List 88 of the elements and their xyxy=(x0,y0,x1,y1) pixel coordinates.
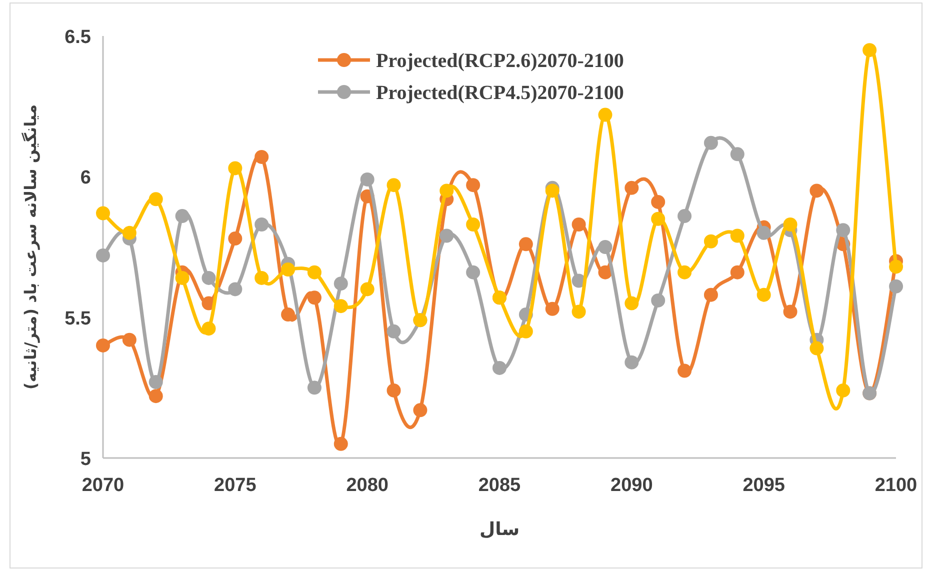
point xyxy=(862,43,877,58)
point xyxy=(228,161,242,176)
point xyxy=(307,290,322,305)
point xyxy=(386,324,401,338)
point xyxy=(202,322,216,336)
point xyxy=(836,223,850,238)
point xyxy=(281,308,296,322)
legend-label: Projected(RCP4.5)2070-2100 xyxy=(376,82,624,104)
point xyxy=(598,240,612,254)
x-tick-label: 2075 xyxy=(214,475,257,496)
point xyxy=(360,282,374,296)
point xyxy=(572,304,586,319)
point xyxy=(678,364,692,378)
point xyxy=(678,209,692,224)
point xyxy=(545,184,560,198)
point xyxy=(148,389,163,404)
point xyxy=(254,217,269,232)
point xyxy=(307,265,322,280)
point xyxy=(783,217,798,232)
point xyxy=(704,136,718,150)
point xyxy=(148,192,163,206)
point xyxy=(651,293,666,308)
point xyxy=(678,265,692,280)
point xyxy=(783,304,798,319)
point xyxy=(440,184,454,198)
point xyxy=(228,232,242,246)
point xyxy=(810,184,824,198)
point xyxy=(624,296,639,310)
point xyxy=(492,360,506,375)
point xyxy=(466,217,480,232)
point xyxy=(334,276,348,291)
point xyxy=(651,212,666,226)
y-axis-title: میانگین سالانه سرعت باد (متر/ثانیه) xyxy=(21,104,40,390)
x-tick-label: 2080 xyxy=(346,475,388,496)
point xyxy=(730,265,744,280)
point xyxy=(96,338,110,352)
point xyxy=(518,237,533,252)
point xyxy=(466,178,480,192)
legend-label: Projected(RCP2.6)2070-2100 xyxy=(376,50,624,72)
point xyxy=(360,172,374,186)
point xyxy=(518,324,533,338)
y-tick-label: 6 xyxy=(80,168,91,189)
point xyxy=(598,265,612,280)
point xyxy=(254,270,269,285)
point xyxy=(730,147,744,162)
point xyxy=(386,178,401,192)
point xyxy=(386,383,401,398)
point xyxy=(756,288,771,302)
point xyxy=(624,180,639,195)
point xyxy=(307,380,322,395)
point xyxy=(624,355,639,370)
point xyxy=(148,375,163,390)
point xyxy=(281,262,296,277)
y-tick-label: 6.5 xyxy=(64,27,92,48)
y-tick-label: 5.5 xyxy=(64,308,92,330)
x-axis-title: سال xyxy=(479,519,520,540)
point xyxy=(756,226,771,240)
x-tick-label: 2085 xyxy=(478,475,522,496)
point xyxy=(730,228,744,243)
point xyxy=(651,194,666,209)
point xyxy=(175,270,190,285)
x-tick-label: 2095 xyxy=(742,475,786,496)
point xyxy=(889,260,903,274)
x-tick-label: 2100 xyxy=(874,475,918,496)
point xyxy=(545,302,560,316)
point xyxy=(440,228,454,243)
point xyxy=(704,288,718,302)
point xyxy=(96,248,110,262)
point xyxy=(836,383,850,398)
point xyxy=(572,217,586,232)
point xyxy=(598,108,612,122)
point xyxy=(175,209,190,224)
point xyxy=(122,332,136,347)
point xyxy=(334,299,348,314)
y-tick-label: 5 xyxy=(80,449,92,470)
point xyxy=(254,150,269,164)
point xyxy=(228,282,242,296)
point xyxy=(96,206,110,220)
point xyxy=(889,279,903,294)
point xyxy=(122,226,136,240)
point xyxy=(334,436,348,451)
point xyxy=(810,341,824,356)
point xyxy=(202,270,216,285)
point xyxy=(704,234,718,248)
x-tick-label: 2070 xyxy=(82,475,124,496)
point xyxy=(413,403,428,418)
x-tick-label: 2090 xyxy=(610,475,653,496)
point xyxy=(466,265,480,280)
